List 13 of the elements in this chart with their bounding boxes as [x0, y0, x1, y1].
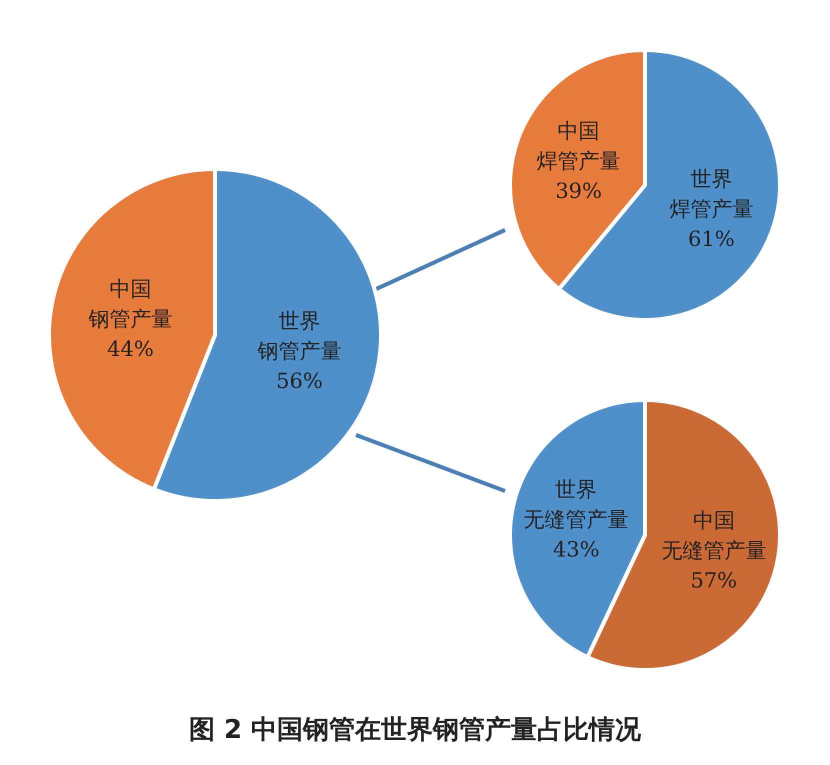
data-label: 56% — [276, 369, 323, 394]
caption: 图 2 中国钢管在世界钢管产量占比情况 — [188, 714, 642, 747]
slice-label: 世界钢管产量 — [256, 309, 342, 364]
data-label: 39% — [555, 179, 602, 204]
slice-label: 中国钢管产量 — [88, 276, 173, 331]
data-label: 43% — [552, 538, 600, 562]
data-label: 44% — [107, 336, 154, 361]
slice-label: 中国无缝管产量 — [661, 508, 766, 562]
data-label: 57% — [690, 568, 738, 592]
data-label: 61% — [688, 226, 735, 251]
slice-label: 中国焊管产量 — [536, 119, 621, 174]
slice-label: 世界无缝管产量 — [524, 478, 629, 532]
slice-label: 世界焊管产量 — [669, 166, 754, 221]
